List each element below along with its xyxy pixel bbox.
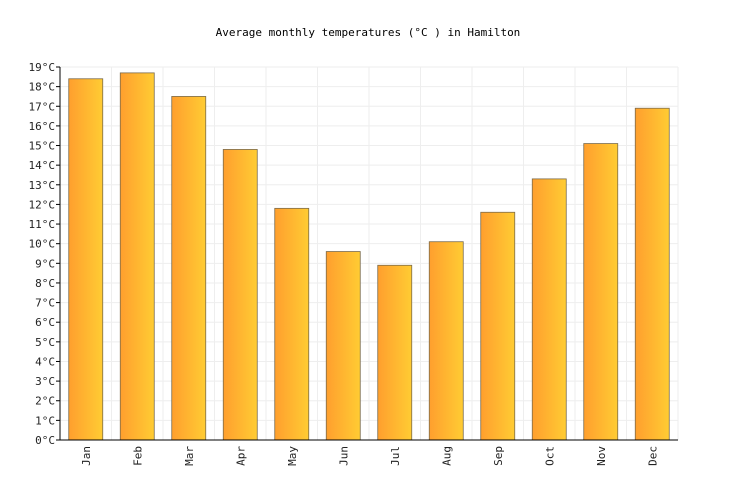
bar-sep — [480, 211, 516, 441]
y-tick-label: 16°C — [29, 120, 56, 133]
x-tick-label: Apr — [234, 446, 247, 466]
x-tick-label: Nov — [595, 446, 608, 466]
y-tick-label: 18°C — [29, 81, 56, 94]
y-tick-label: 17°C — [29, 100, 56, 113]
bar-jun — [325, 251, 361, 441]
bar-dec — [634, 107, 670, 441]
bars — [68, 72, 670, 441]
bar-feb — [119, 72, 155, 441]
bar-apr — [222, 149, 258, 441]
bar-nov — [583, 143, 619, 441]
x-tick-label: Aug — [440, 446, 453, 466]
y-tick-label: 13°C — [29, 179, 56, 192]
bar-may — [274, 207, 310, 441]
bar-jul — [377, 264, 413, 441]
y-tick-label: 14°C — [29, 159, 56, 172]
bar-jan — [68, 78, 104, 441]
x-tick-label: Oct — [543, 446, 556, 466]
y-tick-label: 3°C — [35, 375, 55, 388]
x-tick-label: Jul — [389, 446, 402, 466]
y-tick-labels: 0°C 1°C 2°C 3°C 4°C 5°C 6°C 7°C 8°C 9°C 10°C 11°C 12… — [29, 61, 60, 447]
bar-aug — [428, 241, 464, 441]
y-tick-label: 4°C — [35, 355, 55, 368]
y-tick-label: 19°C — [29, 61, 56, 74]
x-tick-label: Dec — [646, 446, 659, 466]
y-tick-label: 7°C — [35, 297, 55, 310]
x-tick-label: Mar — [183, 446, 196, 466]
chart-title: Average monthly temperatures (°C ) in Ha… — [215, 26, 521, 39]
bar-oct — [531, 178, 567, 441]
y-tick-label: 10°C — [29, 238, 56, 251]
y-tick-label: 0°C — [35, 434, 55, 447]
y-tick-label: 2°C — [35, 395, 55, 408]
y-tick-label: 9°C — [35, 257, 55, 270]
y-tick-label: 15°C — [29, 140, 56, 153]
axes — [59, 67, 678, 441]
x-tick-label: Feb — [131, 446, 144, 466]
x-tick-labels: Jan Feb Mar Apr May Jun Jul Aug Sep Oct Nov Dec — [80, 446, 660, 466]
y-tick-label: 11°C — [29, 218, 56, 231]
y-tick-label: 8°C — [35, 277, 55, 290]
x-tick-label: Jun — [337, 446, 350, 466]
grid-lines — [60, 66, 679, 440]
x-tick-label: Jan — [80, 446, 93, 466]
y-tick-label: 1°C — [35, 414, 55, 427]
y-tick-label: 5°C — [35, 336, 55, 349]
y-tick-label: 6°C — [35, 316, 55, 329]
y-tick-label: 12°C — [29, 198, 56, 211]
x-tick-label: May — [286, 446, 299, 466]
bar-mar — [171, 96, 207, 441]
x-tick-label: Sep — [492, 446, 505, 466]
